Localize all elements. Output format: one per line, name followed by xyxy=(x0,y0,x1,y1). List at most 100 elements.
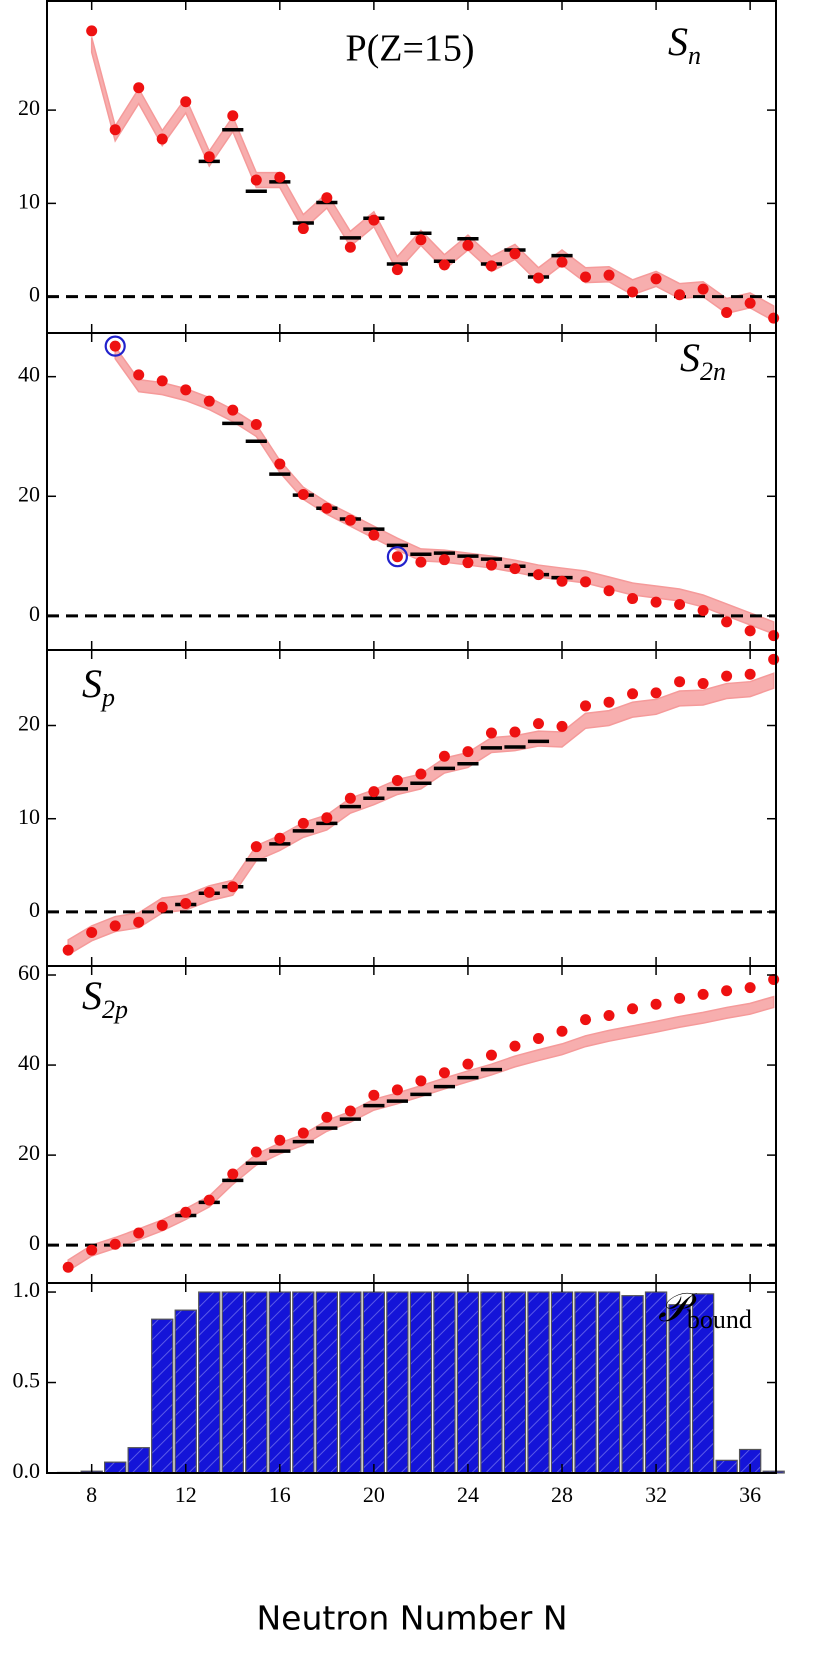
uncertainty-band xyxy=(67,995,775,1273)
y-tick-label: 0 xyxy=(29,897,40,922)
prediction-point xyxy=(321,502,333,514)
bar xyxy=(621,1295,644,1474)
prediction-point xyxy=(180,96,192,108)
prediction-point xyxy=(768,653,780,665)
y-tick-label: 60 xyxy=(18,960,40,985)
bar xyxy=(527,1291,550,1474)
prediction-point xyxy=(556,1025,568,1037)
label-symbol: S xyxy=(82,661,102,706)
prediction-point xyxy=(297,488,309,500)
prediction-point xyxy=(203,1194,215,1206)
x-tick-label: 32 xyxy=(645,1482,667,1507)
bar xyxy=(198,1291,221,1474)
panel-frame xyxy=(46,965,777,1284)
prediction-point xyxy=(650,998,662,1010)
bar xyxy=(550,1291,574,1474)
prediction-point xyxy=(485,727,497,739)
bar xyxy=(480,1291,503,1474)
prediction-point xyxy=(391,551,403,563)
panel-label: Sn xyxy=(668,19,701,70)
y-tick-label: 40 xyxy=(18,362,40,387)
prediction-point xyxy=(438,1067,450,1079)
prediction-point xyxy=(344,1105,356,1117)
x-tick-label: 36 xyxy=(739,1482,761,1507)
prediction-point xyxy=(415,768,427,780)
prediction-point xyxy=(556,575,568,587)
panel-label: 𝒫bound xyxy=(658,1285,752,1334)
bar xyxy=(433,1291,456,1474)
prediction-point xyxy=(650,596,662,608)
prediction-point xyxy=(344,241,356,253)
y-tick-label: 10 xyxy=(18,188,40,213)
bar xyxy=(127,1447,150,1474)
bar xyxy=(151,1318,174,1474)
panel-label: S2n xyxy=(680,335,726,386)
prediction-point xyxy=(133,369,145,381)
prediction-point xyxy=(180,1206,192,1218)
y-tick-label: 0 xyxy=(29,1230,40,1255)
x-tick-label: 12 xyxy=(175,1482,197,1507)
prediction-point xyxy=(650,687,662,699)
prediction-point xyxy=(368,786,380,798)
prediction-point xyxy=(462,557,474,569)
panel-frame xyxy=(46,332,777,651)
prediction-point xyxy=(156,901,168,913)
prediction-point xyxy=(180,898,192,910)
prediction-point xyxy=(62,1261,74,1273)
label-subscript: 2p xyxy=(102,995,128,1024)
prediction-point xyxy=(674,599,686,611)
prediction-point xyxy=(297,817,309,829)
prediction-point xyxy=(721,306,733,318)
y-tick-label: 20 xyxy=(18,95,40,120)
prediction-point xyxy=(344,792,356,804)
y-tick-label: 40 xyxy=(18,1050,40,1075)
x-tick-label: 20 xyxy=(363,1482,385,1507)
label-subscript: n xyxy=(688,41,701,70)
prediction-point xyxy=(627,593,639,605)
bar xyxy=(386,1291,409,1474)
prediction-point xyxy=(462,239,474,251)
prediction-point xyxy=(438,554,450,566)
prediction-point xyxy=(274,832,286,844)
x-tick-label: 16 xyxy=(269,1482,291,1507)
prediction-point xyxy=(580,1014,592,1026)
prediction-point xyxy=(109,1238,121,1250)
panel-label: S2p xyxy=(82,973,128,1024)
prediction-point xyxy=(133,916,145,928)
prediction-point xyxy=(580,700,592,712)
prediction-point xyxy=(556,720,568,732)
uncertainty-band xyxy=(67,672,775,957)
prediction-point xyxy=(627,1003,639,1015)
prediction-point xyxy=(368,529,380,541)
prediction-point xyxy=(603,696,615,708)
prediction-point xyxy=(274,458,286,470)
bar xyxy=(221,1291,244,1474)
y-tick-label: 0.0 xyxy=(13,1458,41,1483)
prediction-point xyxy=(368,214,380,226)
prediction-point xyxy=(203,151,215,163)
prediction-point xyxy=(86,25,98,37)
prediction-point xyxy=(109,340,121,352)
prediction-point xyxy=(321,1111,333,1123)
bar xyxy=(574,1291,597,1474)
x-tick-label: 8 xyxy=(86,1482,97,1507)
y-tick-label: 0 xyxy=(29,282,40,307)
y-tick-label: 0.5 xyxy=(13,1368,41,1393)
prediction-point xyxy=(391,775,403,787)
prediction-point xyxy=(250,174,262,186)
prediction-point xyxy=(674,992,686,1004)
label-symbol: S xyxy=(680,335,700,380)
prediction-point xyxy=(485,559,497,571)
panel-frame xyxy=(46,1282,777,1474)
bar xyxy=(409,1291,433,1474)
prediction-point xyxy=(721,985,733,997)
prediction-point xyxy=(391,264,403,276)
prediction-point xyxy=(109,124,121,136)
prediction-point xyxy=(415,1075,427,1087)
label-subscript: bound xyxy=(687,1305,752,1334)
prediction-point xyxy=(650,273,662,285)
chart-title: P(Z=15) xyxy=(345,28,474,70)
prediction-point xyxy=(250,1146,262,1158)
label-symbol: S xyxy=(82,973,102,1018)
